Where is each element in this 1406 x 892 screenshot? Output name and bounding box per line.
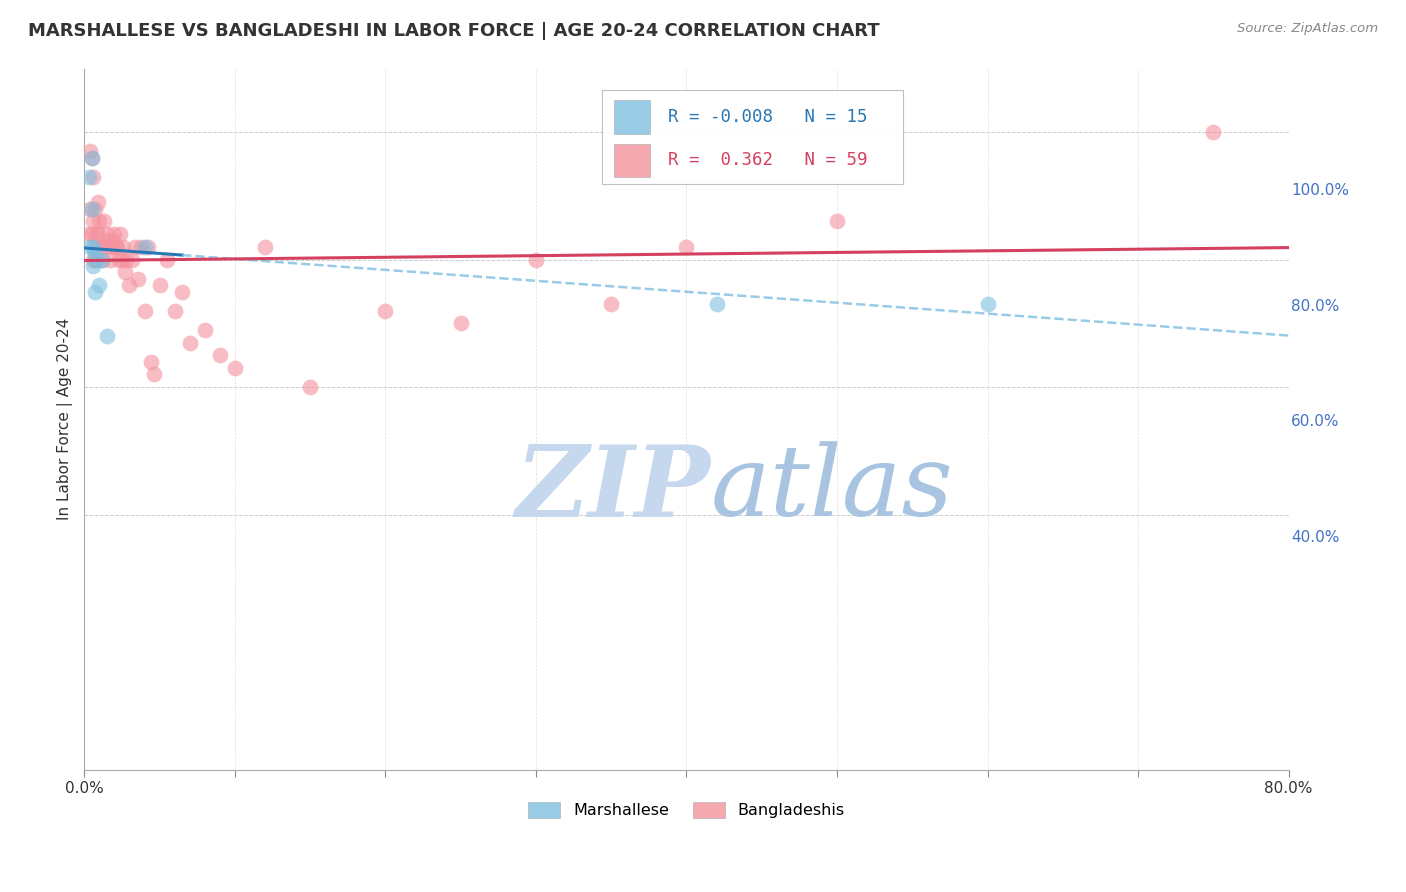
Point — [91, 252, 114, 267]
Point — [86, 227, 108, 242]
Point — [450, 317, 472, 331]
Point — [118, 278, 141, 293]
Point — [706, 297, 728, 311]
Point — [101, 234, 124, 248]
Point — [96, 329, 118, 343]
Point — [83, 285, 105, 299]
Text: MARSHALLESE VS BANGLADESHI IN LABOR FORCE | AGE 20-24 CORRELATION CHART: MARSHALLESE VS BANGLADESHI IN LABOR FORC… — [28, 22, 880, 40]
Text: R = -0.008   N = 15: R = -0.008 N = 15 — [668, 108, 868, 126]
Point — [108, 252, 131, 267]
Point — [253, 240, 276, 254]
Point — [87, 195, 110, 210]
Point — [77, 227, 100, 242]
Point — [83, 202, 105, 216]
Point — [91, 252, 114, 267]
Point — [80, 151, 103, 165]
Point — [83, 252, 105, 267]
Point — [98, 252, 121, 267]
Point — [80, 227, 103, 242]
Point — [115, 252, 138, 267]
Point — [93, 214, 115, 228]
Point — [83, 246, 105, 260]
FancyBboxPatch shape — [614, 100, 651, 134]
Text: ZIP: ZIP — [516, 441, 710, 538]
Point — [172, 285, 194, 299]
Point — [976, 297, 998, 311]
Text: 80.0%: 80.0% — [1291, 299, 1340, 314]
Point — [675, 240, 697, 254]
Point — [97, 234, 120, 248]
Point — [94, 240, 117, 254]
Point — [134, 240, 156, 254]
Point — [89, 278, 111, 293]
Point — [142, 368, 165, 382]
Text: 60.0%: 60.0% — [1291, 415, 1340, 429]
Point — [524, 252, 547, 267]
Point — [89, 214, 111, 228]
Point — [112, 240, 135, 254]
Point — [87, 227, 110, 242]
Point — [79, 240, 101, 254]
Text: Source: ZipAtlas.com: Source: ZipAtlas.com — [1237, 22, 1378, 36]
Point — [90, 240, 112, 254]
Point — [86, 240, 108, 254]
Point — [148, 278, 170, 293]
FancyBboxPatch shape — [602, 89, 903, 185]
Point — [77, 169, 100, 184]
Text: atlas: atlas — [710, 442, 953, 537]
Point — [82, 214, 104, 228]
Text: 40.0%: 40.0% — [1291, 531, 1340, 545]
Point — [124, 240, 146, 254]
Point — [224, 361, 246, 376]
Y-axis label: In Labor Force | Age 20-24: In Labor Force | Age 20-24 — [58, 318, 73, 520]
Point — [179, 335, 201, 350]
Text: R =  0.362   N = 59: R = 0.362 N = 59 — [668, 152, 868, 169]
Point — [79, 202, 101, 216]
Point — [134, 303, 156, 318]
Point — [163, 303, 186, 318]
Point — [82, 240, 104, 254]
Point — [136, 240, 159, 254]
Legend: Marshallese, Bangladeshis: Marshallese, Bangladeshis — [522, 796, 851, 825]
Point — [107, 240, 129, 254]
Point — [82, 259, 104, 273]
Point — [121, 252, 143, 267]
Point — [86, 252, 108, 267]
Point — [110, 227, 132, 242]
FancyBboxPatch shape — [614, 144, 651, 178]
Point — [100, 240, 122, 254]
Point — [600, 297, 623, 311]
Point — [825, 214, 848, 228]
Point — [374, 303, 396, 318]
Point — [111, 252, 134, 267]
Point — [104, 240, 127, 254]
Point — [299, 380, 322, 394]
Point — [96, 227, 118, 242]
Point — [127, 272, 149, 286]
Point — [82, 169, 104, 184]
Point — [82, 252, 104, 267]
Point — [156, 252, 179, 267]
Point — [80, 202, 103, 216]
Point — [194, 323, 217, 337]
Point — [139, 355, 162, 369]
Point — [208, 348, 231, 362]
Text: 100.0%: 100.0% — [1291, 183, 1348, 198]
Point — [80, 151, 103, 165]
Point — [103, 227, 125, 242]
Point — [131, 240, 153, 254]
Point — [79, 145, 101, 159]
Point — [1202, 125, 1225, 139]
Point — [114, 265, 136, 279]
